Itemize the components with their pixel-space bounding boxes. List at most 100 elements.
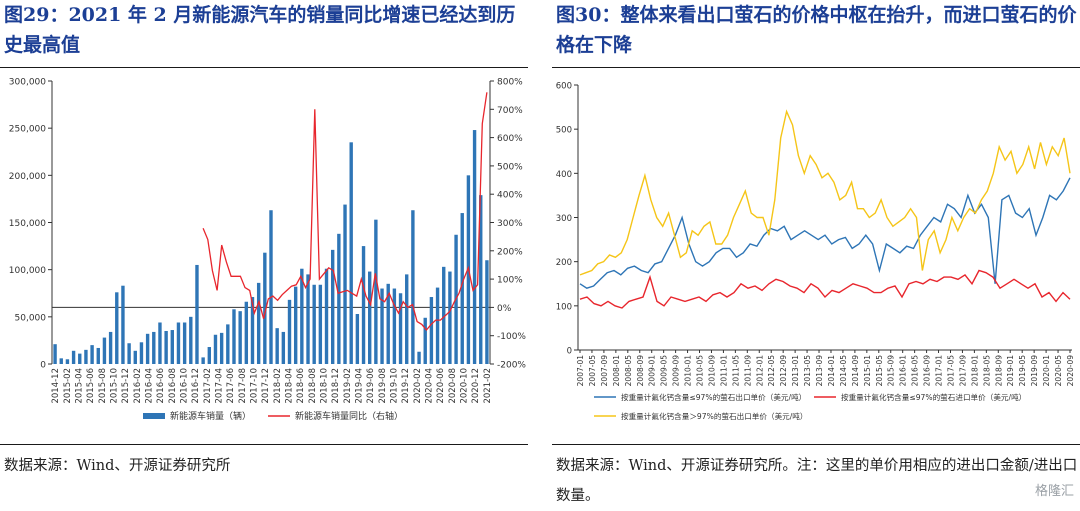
x-tick-label: 2018-06 [296,368,306,404]
x-tick-label: 2009-01 [648,355,657,387]
sales-bar [324,268,329,364]
right-tick-label: 500% [497,162,523,172]
x-tick-label: 2018-09 [994,355,1003,387]
y-tick-label: 400 [556,170,572,180]
x-tick-label: 2016-12 [191,368,201,404]
x-tick-label: 2016-08 [168,368,178,404]
sales-bar [244,301,249,364]
right-tick-label: 800% [497,78,523,88]
sales-bar [121,285,125,364]
x-tick-label: 2020-05 [1054,355,1063,387]
sales-bar [460,213,464,364]
sales-bar [392,288,397,364]
x-tick-label: 2019-09 [1030,355,1039,387]
y-tick-label: 500 [556,126,572,136]
sales-bar [195,264,199,364]
title-rule [552,67,1080,68]
sales-bar [133,350,137,364]
x-tick-label: 2018-04 [285,368,295,404]
x-tick-label: 2019-04 [355,368,365,404]
sales-bar [442,266,446,364]
yoy-line [202,92,488,332]
sales-bar [423,317,427,364]
right-tick-label: 400% [497,191,523,201]
x-tick-label: 2015-08 [98,368,108,404]
sales-chart: 0 50,000 100,000 150,000 200,000 250,000 300,0… [9,78,527,423]
x-tick-label: 2019-12 [401,368,411,404]
sales-bar [145,333,150,364]
x-tick-label: 2008-01 [612,355,621,387]
x-tick-label: 2007-01 [576,355,585,387]
sales-bar [158,322,162,364]
sales-bar [115,292,119,364]
x-tick-label: 2010-05 [696,355,705,387]
sales-bar [330,249,335,364]
x-tick-label: 2015-04 [74,368,84,404]
sales-bar [368,271,372,364]
x-tick-label: 2008-05 [624,355,633,387]
left-tick-label: 100,000 [9,266,46,276]
source-note: 数据来源：Wind、开源证券研究所。注：这里的单价用相应的进出口金额/进出口数量… [556,458,1078,504]
left-figure: 图29：2021 年 2 月新能源汽车的销量同比增速已经达到历史最高值 0 50,… [0,0,528,501]
source-rule [552,444,1080,445]
legend-label-red: 按重量计氟化钙含量≤97%的萤石进口单价（美元/吨） [841,392,1026,402]
x-tick-label: 2015-01 [863,355,872,387]
sales-bar [269,210,273,364]
sales-bar [337,233,341,364]
sales-bar [361,246,366,364]
fluorite-price-chart: 0 100 200 300 400 500 600 2007-01 2007-05 2007-09… [556,82,1075,422]
sales-bar [127,343,131,364]
left-tick-label: 250,000 [9,125,46,135]
right-tick-label: 100% [497,276,523,286]
x-tick-label: 2011-09 [743,355,752,387]
x-tick-label: 2014-05 [839,355,848,387]
x-tick-label: 2018-10 [320,368,330,404]
sales-bar [417,351,421,364]
x-tick-label: 2020-02 [413,368,423,404]
x-tick-label: 2015-02 [63,368,73,404]
sales-bar [398,293,403,364]
y-tick-label: 600 [556,82,572,92]
legend-label-yellow: 按重量计氟化钙含量＞97%的萤石出口单价（美元/吨） [621,411,808,421]
sales-bar [281,331,286,364]
right-tick-label: 700% [497,106,523,116]
x-tick-label: 2017-02 [203,368,213,404]
sales-bar [312,284,316,364]
x-tick-label: 2019-01 [1006,355,1015,387]
x-tick-label: 2013-09 [815,355,824,387]
sales-bar [182,322,187,364]
right-tick-label: 0% [497,304,512,314]
sales-bar [306,274,310,364]
x-tick-label: 2014-09 [851,355,860,387]
x-tick-label: 2009-09 [672,355,681,387]
sales-bar [213,334,218,364]
left-tick-label: 200,000 [9,172,46,182]
x-tick-label: 2018-08 [308,368,318,404]
y-tick-label: 200 [556,258,572,268]
x-tick-label: 2008-09 [636,355,645,387]
sales-bar [65,359,70,364]
sales-bar [448,271,452,364]
legend-label-bar: 新能源车销量（辆） [170,410,251,422]
sales-bar [152,331,156,364]
x-tick-label: 2019-02 [343,368,353,404]
price-line-blue [579,177,1071,289]
sales-bar [343,204,347,364]
sales-bar [164,330,168,364]
right-figure: 图30：整体来看出口萤石的价格中枢在抬升，而进口萤石的价格在下降 0 100 200… [552,0,1080,504]
sales-bar [256,282,261,364]
x-tick-label: 2017-04 [215,368,225,404]
x-tick-label: 2010-09 [708,355,717,387]
sales-bar [263,252,267,364]
x-tick-label: 2016-02 [133,368,143,404]
sales-bar [108,331,113,364]
x-tick-label: 2020-09 [1066,355,1075,387]
figure-title: 图29：2021 年 2 月新能源汽车的销量同比增速已经达到历史最高值 [4,4,516,56]
sales-bar [102,337,107,364]
sales-bar [429,297,434,364]
x-tick-label: 2018-12 [331,368,341,404]
x-tick-label: 2019-10 [390,368,400,404]
sales-bar [226,324,230,364]
sales-bar [300,268,304,364]
sales-bar [201,357,205,364]
